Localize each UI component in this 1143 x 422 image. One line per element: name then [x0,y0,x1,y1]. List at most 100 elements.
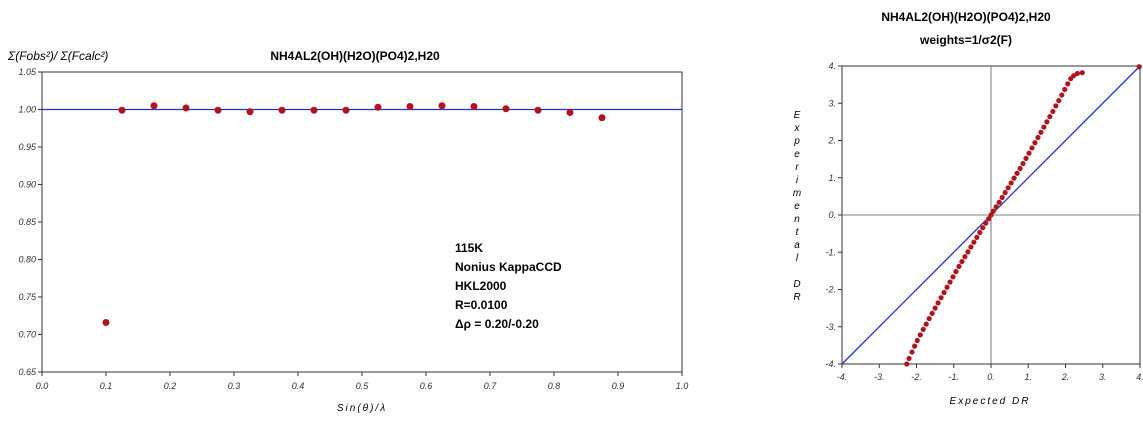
right-data-point [1032,140,1038,146]
right-data-point [1014,170,1020,176]
right-data-point [926,315,932,322]
right-xticks: -4. -3. -2. -1. 0. 1. 2. 3. 4. [837,364,1143,382]
left-ytick-label: 0.95 [18,142,37,152]
left-data-point [310,106,318,114]
left-xtick-label: 0.2 [164,381,177,391]
left-xticks: 0.0 0.1 0.2 0.3 0.4 0.5 0.6 0.7 0.8 0.9 1.0 [36,372,689,391]
left-ytick-label: 0.75 [18,292,37,302]
right-data-point [1047,114,1053,120]
right-data-point [996,199,1002,205]
left-chart: Σ(Fobs²)/ Σ(Fcalc²) NH4AL2(OH)(H2O)(PO4)… [7,49,688,414]
right-ytick-label: 3. [828,98,836,108]
right-data-point [990,208,996,214]
annotation-line-5: Δρ = 0.20/-0.20 [455,317,539,331]
right-data-point [1017,165,1023,172]
right-data-point [917,332,923,338]
left-xtick-label: 0.9 [612,381,625,391]
right-ytick-label: -3. [825,322,836,332]
right-data-point [1079,70,1085,76]
right-data-point [950,274,956,280]
left-xtick-label: 0.4 [292,381,305,391]
right-data-point [1062,86,1068,93]
right-ytick-label: -1. [825,247,836,257]
right-ylabel-letter: a [794,240,800,251]
left-xtick-label: 0.1 [100,381,113,391]
right-data-point [1008,180,1014,186]
left-xtick-label: 0.0 [36,381,49,391]
left-ytick-label: 0.70 [18,330,36,340]
right-ytick-label: 4. [828,61,836,71]
right-xtick-label: -4. [837,372,848,382]
right-points [904,64,1142,367]
left-data-point [214,106,222,114]
right-xtick-label: 4. [1136,372,1143,382]
right-xtick-label: 3. [1099,372,1107,382]
right-chart: NH4AL2(OH)(H2O)(PO4)2,H20 weights=1/σ2(F… [793,10,1143,407]
left-xtick-label: 1.0 [676,381,689,391]
left-xtick-label: 0.6 [420,381,433,391]
right-data-point [999,194,1005,201]
annotation-line-2: Nonius KappaCCD [455,260,562,274]
left-ytick-label: 1.00 [18,105,36,115]
right-data-point [1029,145,1035,151]
right-data-point [962,254,968,260]
right-yticks: 4. 3. 2. 1. 0. -1. -2. -3. -4. [825,61,842,369]
right-xlabel: Expected DR [950,396,1031,407]
left-ylabel: Σ(Fobs²)/ Σ(Fcalc²) [7,49,108,63]
left-data-point [182,104,190,112]
left-data-point [502,105,510,113]
right-ylabel-letter: e [794,201,800,212]
right-data-point [956,263,962,270]
right-ylabel-letter: l [796,253,799,264]
annotation-line-1: 115K [455,241,483,255]
right-ylabel-letter: n [794,214,800,225]
left-data-point [598,114,606,122]
left-points [102,102,606,326]
left-ytick-label: 1.05 [18,67,37,77]
right-data-point [909,349,915,355]
right-data-point [1023,155,1029,161]
right-ytick-label: -2. [825,285,836,295]
left-plot-frame [41,71,683,373]
right-ytick-label: -4. [825,359,836,369]
left-data-point [102,319,110,326]
left-data-point [374,103,382,111]
right-xtick-label: -1. [948,372,959,382]
left-yticks: 1.05 1.00 0.95 0.90 0.85 0.80 0.75 0.70 0.65 [18,67,42,377]
left-ytick-label: 0.90 [18,180,36,190]
right-xtick-label: -2. [911,372,922,382]
right-data-point [980,225,986,231]
left-data-point [470,103,478,110]
right-data-point [920,326,926,332]
right-ylabel-letter: x [794,123,801,134]
right-data-point [1002,190,1008,196]
right-data-point [971,239,977,245]
right-data-point [1074,70,1081,77]
right-data-point [1056,98,1062,104]
left-data-point [438,102,446,110]
right-data-point [965,249,971,255]
right-data-point [906,355,912,362]
right-ylabel-letter: e [794,149,800,160]
right-data-point [914,337,920,344]
right-data-point [974,234,980,240]
right-data-point [1035,134,1041,141]
left-ytick-label: 0.85 [18,217,37,227]
right-data-point [929,310,935,316]
left-data-point [246,108,254,116]
right-data-point [1053,103,1059,109]
left-xtick-label: 0.5 [356,381,370,391]
right-xtick-label: -3. [874,372,885,382]
right-ylabel-letter: p [793,136,800,147]
right-data-point [993,204,999,210]
right-data-point [977,229,983,236]
right-data-point [1011,175,1017,181]
right-subtitle: weights=1/σ2(F) [919,33,1012,47]
right-data-point [1038,129,1044,135]
right-ytick-label: 1. [828,173,836,183]
right-data-point [1059,92,1065,98]
left-data-point [534,106,542,114]
